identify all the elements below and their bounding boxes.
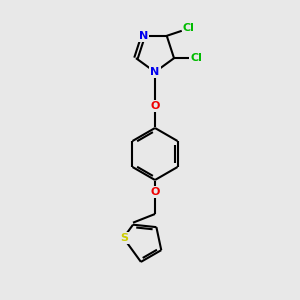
Text: N: N	[150, 67, 160, 77]
Text: Cl: Cl	[190, 53, 202, 63]
Text: Cl: Cl	[183, 23, 195, 33]
Text: O: O	[150, 187, 160, 197]
Text: S: S	[120, 233, 128, 243]
Text: O: O	[150, 101, 160, 111]
Text: N: N	[139, 31, 148, 41]
